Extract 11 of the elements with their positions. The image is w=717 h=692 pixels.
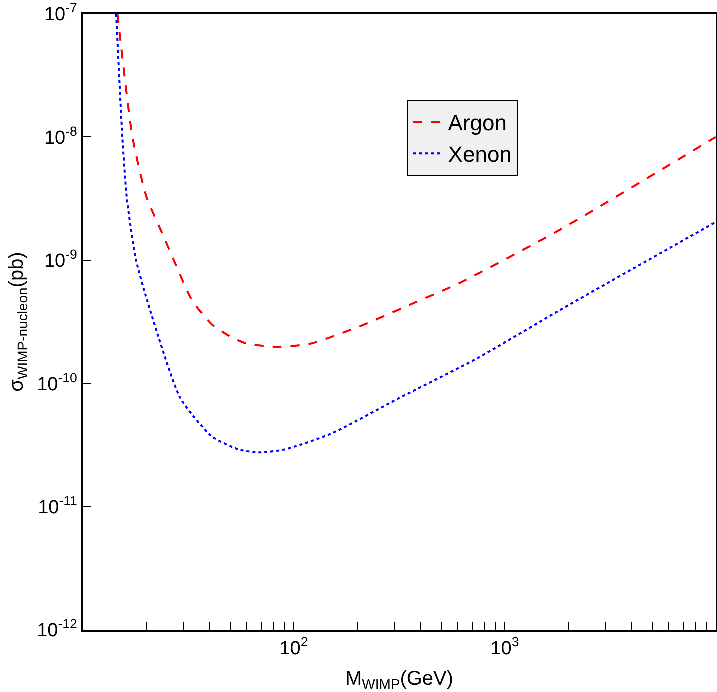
y-tick-label: 10$^{-8}$ (44, 124, 78, 149)
y-tick-label: 10$^{-11}$ (38, 493, 78, 518)
y-tick-label: 10$^{-7}$ (44, 0, 78, 26)
y-tick-label: 10$^{-10}$ (37, 370, 78, 396)
y-tick-label: 10$^{-12}$ (37, 616, 78, 642)
y-tick-label: 10$^{-9}$ (44, 247, 78, 272)
legend-label: Argon (448, 110, 508, 136)
x-tick-label: 10$^{2}$ (280, 634, 308, 660)
legend-label: Xenon (448, 142, 512, 168)
x-axis-title: M$_{WIMP}$(GeV) (345, 668, 454, 692)
x-tick-label: 10$^{3}$ (490, 634, 520, 660)
